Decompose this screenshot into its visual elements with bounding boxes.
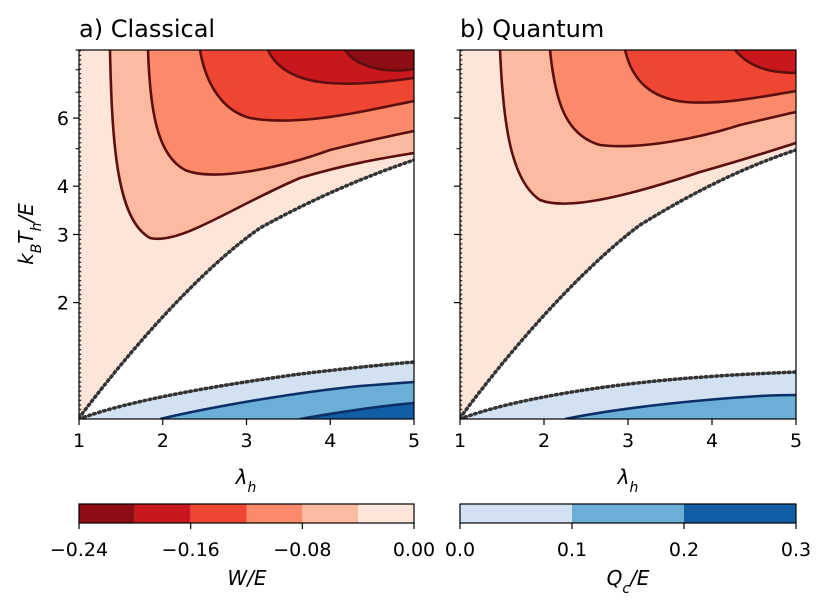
panel-b-work-contour-line-4 [734,50,796,75]
panel-a-work-contour-line-1 [108,50,414,241]
panel-a-ytick-label-2: 2 [57,293,69,315]
colorbar-heat-swatch-2 [684,504,796,523]
panel-b-xtick-label-3: 3 [622,430,634,452]
panel-b-heat-contour-line-1 [564,393,796,419]
panel-b-heat-band-1 [565,395,796,419]
panel-a-plot-area [79,50,414,419]
panel-a-work-contour-line-3 [198,50,414,122]
panel-a-xlabel: λh [235,465,257,496]
colorbar-heat: 0.0 0.1 0.2 0.3 Qc/E [445,503,811,597]
panel-a-xtick-label-5: 5 [408,430,420,452]
panel-b-work-boundary-dotted [460,148,796,419]
colorbar-work-swatch-5 [358,504,414,523]
colorbar-heat-swatch-0 [460,504,572,523]
colorbar-heat-tick-label-1: 0.1 [557,539,587,561]
colorbar-heat-tick-label-2: 0.2 [669,539,699,561]
colorbar-work-swatch-0 [79,504,135,523]
colorbar-work-tick-label-0: −0.24 [50,539,108,561]
panel-a-ylabel: kBTh/E [14,203,45,265]
panel-a-heat-boundary-dotted [79,360,414,419]
colorbar-work-frame [78,503,415,524]
panel-b-heat-boundary-dotted [460,370,796,419]
panel-b-xtick-label-5: 5 [790,430,802,452]
colorbar-work-swatch-2 [190,504,247,523]
panel-a-work-contour-line-4 [266,50,414,85]
colorbar-work-tick-label-2: −0.08 [273,539,331,561]
panel-b-plot-area [460,50,796,419]
panel-b-work-contour-line-3 [623,50,796,104]
panel-b-work-contour-line-1 [498,50,796,205]
colorbar-work-tick-label-1: −0.16 [162,539,220,561]
panel-b-work-band-4 [735,50,796,73]
colorbar-work-label: W/E [227,566,267,590]
colorbar-work-ticks: −0.24 −0.16 −0.08 0.00 [50,523,435,561]
panel-a-work-contour-line-5 [343,50,414,72]
colorbar-work-tick-label-3: 0.00 [393,539,435,561]
panel-b-axes: 1 2 3 4 5 [454,49,802,452]
panel-a-heat-contour-line-2 [299,401,414,419]
colorbar-work-swatch-1 [134,504,191,523]
colorbar-heat-label: Qc/E [607,566,650,597]
colorbar-heat-swatch-1 [572,504,684,523]
panel-a-xtick-label-4: 4 [324,430,336,452]
panel-b-xlabel: λh [617,465,639,496]
panel-a-work-contour-line-2 [146,50,414,176]
panel-a-xtick-label-3: 3 [240,430,252,452]
panel-a: a) Classical λh kBTh/E 1 2 3 4 5 2 3 4 6 [14,15,420,496]
colorbar-work-swatch-3 [246,504,303,523]
panel-b-xtick-label-4: 4 [706,430,718,452]
panel-a-ytick-label-4: 4 [57,176,69,198]
panel-a-work-band-5 [345,50,414,71]
panel-b-title: b) Quantum [460,15,604,43]
panel-b-xtick-label-2: 2 [538,430,550,452]
colorbar-work-swatches [79,504,414,523]
colorbar-work: −0.24 −0.16 −0.08 0.00 W/E [50,503,435,590]
colorbar-heat-tick-label-3: 0.3 [781,539,811,561]
colorbar-heat-tick-label-0: 0.0 [445,539,475,561]
colorbar-work-swatch-4 [302,504,359,523]
panel-b-xtick-label-1: 1 [454,430,466,452]
panel-a-xtick-label-2: 2 [157,430,169,452]
colorbar-heat-ticks: 0.0 0.1 0.2 0.3 [445,523,811,561]
panel-a-heat-contour-line-1 [159,380,414,419]
panel-a-xtick-label-1: 1 [73,430,85,452]
panel-a-axes: 1 2 3 4 5 2 3 4 6 [57,49,420,452]
colorbar-heat-frame [459,503,797,524]
colorbar-heat-swatches [460,504,796,523]
panel-b: b) Quantum λh 1 2 3 4 5 [454,15,802,496]
panel-b-work-contour-line-2 [548,50,796,148]
panel-a-ytick-label-3: 3 [57,225,69,247]
panel-a-work-boundary-dotted [79,158,414,419]
panel-a-ytick-label-6: 6 [57,108,69,130]
panel-a-title: a) Classical [79,15,215,43]
